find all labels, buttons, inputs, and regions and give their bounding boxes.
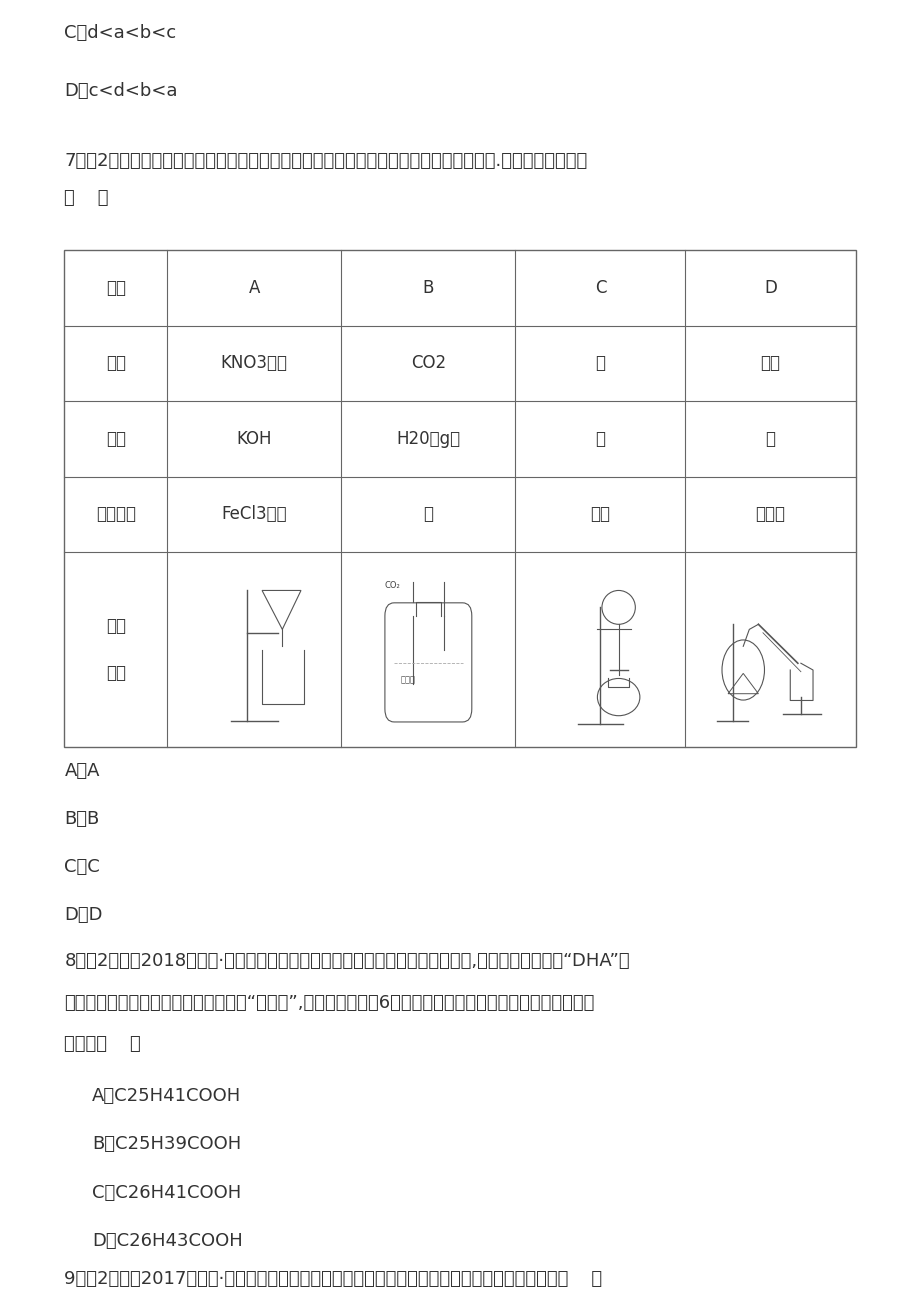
Text: CO2: CO2 [411,354,446,372]
Text: A: A [248,279,260,297]
Text: B．C25H39COOH: B．C25H39COOH [92,1135,241,1154]
Text: A．C25H41COOH: A．C25H41COOH [92,1087,241,1105]
Text: D．D: D．D [64,906,103,924]
Text: 7．（2分）下表为各物质中所含有的少量杂质以及除去这些杂质所选用的试剂或操作方法.下列表述正确的是: 7．（2分）下表为各物质中所含有的少量杂质以及除去这些杂质所选用的试剂或操作方法… [64,152,587,171]
Bar [64,250,855,747]
Text: C．C26H41COOH: C．C26H41COOH [92,1184,241,1202]
Text: 学式为（    ）: 学式为（ ） [64,1035,141,1053]
Text: CO₂: CO₂ [384,581,400,590]
Text: 水: 水 [765,430,775,448]
Text: （    ）: （ ） [64,189,108,207]
Text: H20（g）: H20（g） [396,430,460,448]
Text: 乙醇: 乙醇 [760,354,779,372]
Text: B: B [422,279,434,297]
Text: 物质: 物质 [106,354,126,372]
Text: 浓硫酸: 浓硫酸 [400,676,414,685]
Text: KNO3溶液: KNO3溶液 [221,354,288,372]
Text: C: C [594,279,606,297]
Text: 序号: 序号 [106,279,126,297]
Text: 生石灰: 生石灰 [754,505,785,523]
Text: 水: 水 [595,354,605,372]
Text: 除杂: 除杂 [106,617,126,635]
Text: D．C26H43COOH: D．C26H43COOH [92,1232,243,1250]
Text: 除杂试剂: 除杂试剂 [96,505,136,523]
Text: A．A: A．A [64,762,100,780]
Text: 杂质: 杂质 [106,430,126,448]
Text: 9．（2分）（2017高一下·南充期末）下列烷烃在光照下与氯气反应，生成一氯代烃种类最多的是（    ）: 9．（2分）（2017高一下·南充期末）下列烷烃在光照下与氯气反应，生成一氯代烃… [64,1269,602,1288]
Text: －: － [423,505,433,523]
Text: 乙醇: 乙醇 [590,505,610,523]
Text: C．C: C．C [64,858,100,876]
Text: KOH: KOH [236,430,272,448]
Text: 渴: 渴 [595,430,605,448]
Text: 是一种不饱和程度很高的脂肪酸，称为“脑黄金”,它的分子中含有6个碳碳双键，名称为二十六碳六烯酸，其化: 是一种不饱和程度很高的脂肪酸，称为“脑黄金”,它的分子中含有6个碳碳双键，名称为… [64,993,594,1012]
Text: 8．（2分）（2018高二下·湖州期中）大脑的生长发育与不饱和脂肪酸密切相关,深海鱼油中提取的“DHA”就: 8．（2分）（2018高二下·湖州期中）大脑的生长发育与不饱和脂肪酸密切相关,深… [64,952,630,970]
Text: D: D [764,279,777,297]
Text: B．B: B．B [64,810,99,828]
Text: C．d<a<b<c: C．d<a<b<c [64,23,176,42]
Text: 装置: 装置 [106,664,126,682]
Text: D．c<d<b<a: D．c<d<b<a [64,82,177,100]
Text: FeCl3溶液: FeCl3溶液 [221,505,287,523]
